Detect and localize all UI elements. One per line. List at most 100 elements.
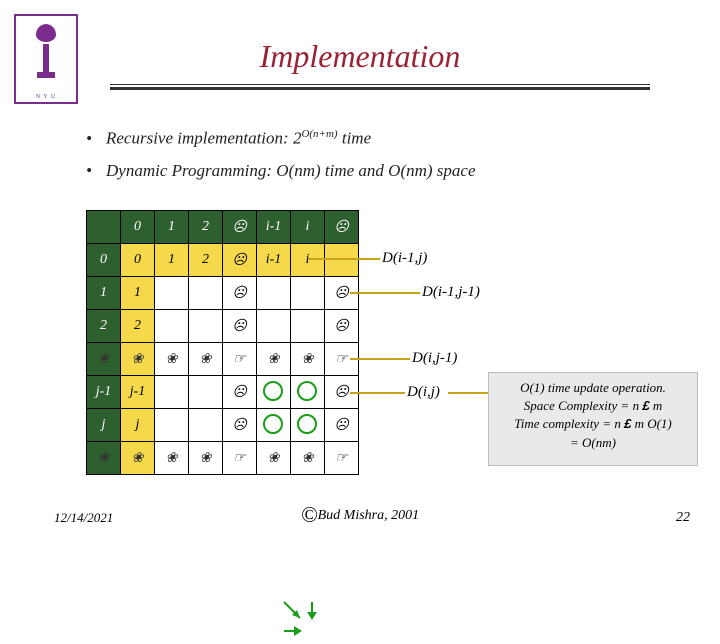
c-d-0: ❀ bbox=[121, 343, 155, 376]
row-j: j j ☹ ☹ bbox=[87, 409, 359, 442]
row-jm1: j-1 j-1 ☹ ☹ bbox=[87, 376, 359, 409]
arrow-right bbox=[280, 618, 306, 644]
c-2-0: 2 bbox=[121, 310, 155, 343]
c-1-4 bbox=[257, 277, 291, 310]
c-2-6: ☹ bbox=[325, 310, 359, 343]
c-2-5 bbox=[291, 310, 325, 343]
hdr-im1: i-1 bbox=[257, 211, 291, 244]
c-jm1-0: j-1 bbox=[121, 376, 155, 409]
c-1-1 bbox=[155, 277, 189, 310]
c-d2-0: ❀ bbox=[121, 442, 155, 475]
dp-table: 0 1 2 ☹ i-1 i ☹ 0 0 1 2 ☹ i-1 i 1 1 ☹ ☹ … bbox=[86, 210, 359, 475]
cx-l1: O(1) time update operation. bbox=[493, 379, 693, 397]
c-0-2: 2 bbox=[189, 244, 223, 277]
row-dots2-hdr: ❀ bbox=[87, 442, 121, 475]
c-j-6: ☹ bbox=[325, 409, 359, 442]
circle-i-j bbox=[297, 414, 317, 434]
hdr-blank bbox=[87, 211, 121, 244]
c-jm1-5 bbox=[291, 376, 325, 409]
lbl-d-i-j: D(i,j) bbox=[407, 384, 440, 401]
table-header-row: 0 1 2 ☹ i-1 i ☹ bbox=[87, 211, 359, 244]
bullet-1-pre: Recursive implementation: 2 bbox=[106, 129, 301, 148]
row-1: 1 1 ☹ ☹ bbox=[87, 277, 359, 310]
hdr-1: 1 bbox=[155, 211, 189, 244]
footer-center: ©Bud Mishra, 2001 bbox=[301, 502, 419, 528]
row-dots-hdr: ❀ bbox=[87, 343, 121, 376]
c-0-1: 1 bbox=[155, 244, 189, 277]
lbl-d-im1-j: D(i-1,j) bbox=[382, 250, 427, 267]
cx-l2: Space Complexity = n £ m bbox=[493, 397, 693, 415]
c-1-2 bbox=[189, 277, 223, 310]
circle-im1-j bbox=[263, 414, 283, 434]
c-d-3: ☞ bbox=[223, 343, 257, 376]
c-2-2 bbox=[189, 310, 223, 343]
c-0-4: i-1 bbox=[257, 244, 291, 277]
nyu-logo: N Y U bbox=[14, 14, 78, 104]
c-jm1-1 bbox=[155, 376, 189, 409]
conn-to-box bbox=[448, 392, 488, 394]
c-jm1-4 bbox=[257, 376, 291, 409]
logo-caption: N Y U bbox=[16, 94, 76, 100]
conn-d-i-j bbox=[350, 392, 405, 394]
row-0-hdr: 0 bbox=[87, 244, 121, 277]
row-dots2: ❀ ❀ ❀ ❀ ☞ ❀ ❀ ☞ bbox=[87, 442, 359, 475]
row-2-hdr: 2 bbox=[87, 310, 121, 343]
c-d-1: ❀ bbox=[155, 343, 189, 376]
c-0-5: i bbox=[291, 244, 325, 277]
c-1-0: 1 bbox=[121, 277, 155, 310]
row-j-hdr: j bbox=[87, 409, 121, 442]
c-2-3: ☹ bbox=[223, 310, 257, 343]
c-d2-6: ☞ bbox=[325, 442, 359, 475]
c-0-0: 0 bbox=[121, 244, 155, 277]
c-j-4 bbox=[257, 409, 291, 442]
cx-l4: = O(nm) bbox=[493, 434, 693, 452]
conn-d-im1-j bbox=[308, 258, 380, 260]
bullet-1-sup: O(n+m) bbox=[301, 128, 337, 140]
c-j-1 bbox=[155, 409, 189, 442]
c-d-5: ❀ bbox=[291, 343, 325, 376]
conn-d-i-jm1 bbox=[350, 358, 410, 360]
bullet-1-post: time bbox=[338, 129, 372, 148]
copyright-icon: © bbox=[301, 502, 318, 527]
arrow-diag bbox=[280, 598, 306, 624]
hdr-dots2: ☹ bbox=[325, 211, 359, 244]
hdr-i: i bbox=[291, 211, 325, 244]
footer-date: 12/14/2021 bbox=[54, 510, 113, 526]
bullet-1: •Recursive implementation: 2O(n+m) time bbox=[86, 128, 476, 149]
c-d-4: ❀ bbox=[257, 343, 291, 376]
bullet-2-text: Dynamic Programming: O(nm) time and O(nm… bbox=[106, 161, 476, 180]
c-j-0: j bbox=[121, 409, 155, 442]
footer-page: 22 bbox=[676, 510, 690, 526]
row-dots: ❀ ❀ ❀ ❀ ☞ ❀ ❀ ☞ bbox=[87, 343, 359, 376]
c-d2-1: ❀ bbox=[155, 442, 189, 475]
row-0: 0 0 1 2 ☹ i-1 i bbox=[87, 244, 359, 277]
c-j-5 bbox=[291, 409, 325, 442]
circle-im1-jm1 bbox=[263, 381, 283, 401]
row-jm1-hdr: j-1 bbox=[87, 376, 121, 409]
bullet-2: •Dynamic Programming: O(nm) time and O(n… bbox=[86, 161, 476, 181]
c-j-3: ☹ bbox=[223, 409, 257, 442]
lbl-d-im1-jm1: D(i-1,j-1) bbox=[422, 284, 480, 301]
c-d2-5: ❀ bbox=[291, 442, 325, 475]
arrow-down bbox=[299, 598, 325, 624]
c-d-2: ❀ bbox=[189, 343, 223, 376]
c-d2-2: ❀ bbox=[189, 442, 223, 475]
cx-l3: Time complexity = n £ m O(1) bbox=[493, 415, 693, 433]
row-1-hdr: 1 bbox=[87, 277, 121, 310]
bullet-list: •Recursive implementation: 2O(n+m) time … bbox=[86, 128, 476, 193]
c-2-4 bbox=[257, 310, 291, 343]
conn-d-im1-jm1 bbox=[350, 292, 420, 294]
c-j-2 bbox=[189, 409, 223, 442]
circle-i-jm1 bbox=[297, 381, 317, 401]
c-d2-4: ❀ bbox=[257, 442, 291, 475]
hdr-0: 0 bbox=[121, 211, 155, 244]
c-1-5 bbox=[291, 277, 325, 310]
slide-title: Implementation bbox=[260, 38, 461, 75]
row-2: 2 2 ☹ ☹ bbox=[87, 310, 359, 343]
lbl-d-i-jm1: D(i,j-1) bbox=[412, 350, 457, 367]
title-underline bbox=[110, 84, 650, 90]
footer-author: Bud Mishra, 2001 bbox=[318, 508, 420, 523]
hdr-dots: ☹ bbox=[223, 211, 257, 244]
c-0-3: ☹ bbox=[223, 244, 257, 277]
c-jm1-3: ☹ bbox=[223, 376, 257, 409]
